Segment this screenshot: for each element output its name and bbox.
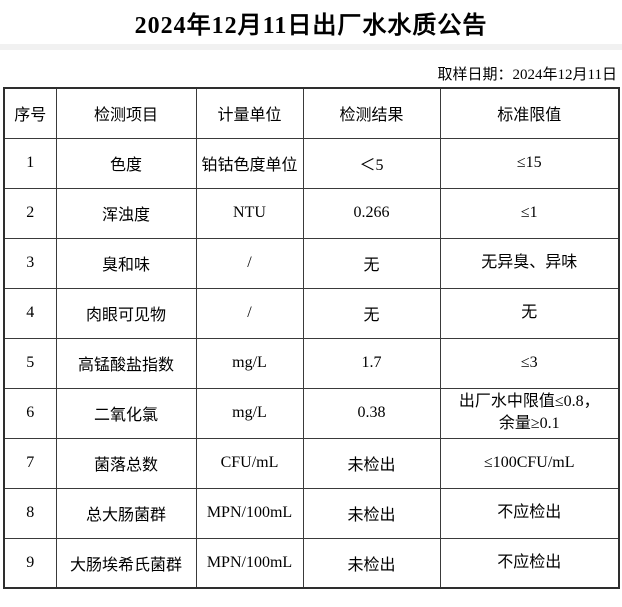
cell-unit: MPN/100mL	[195, 537, 304, 589]
cell-unit: 铂钴色度单位	[195, 137, 304, 189]
cell-limit: ≤15	[439, 137, 620, 189]
col-header-item: 检测项目	[55, 87, 197, 139]
cell-unit: /	[195, 237, 304, 289]
col-header-unit: 计量单位	[195, 87, 304, 139]
cell-index: 2	[3, 187, 57, 239]
cell-limit: 出厂水中限值≤0.8， 余量≥0.1	[439, 387, 620, 439]
cell-item: 大肠埃希氏菌群	[55, 537, 197, 589]
col-header-result: 检测结果	[302, 87, 441, 139]
cell-limit: ≤1	[439, 187, 620, 239]
col-header-index: 序号	[3, 87, 57, 139]
cell-unit: /	[195, 287, 304, 339]
cell-index: 8	[3, 487, 57, 539]
title-band: 2024年12月11日出厂水水质公告	[0, 0, 622, 44]
cell-unit: CFU/mL	[195, 437, 304, 489]
cell-unit: mg/L	[195, 337, 304, 389]
table-row: 8 总大肠菌群 MPN/100mL 未检出 不应检出	[3, 487, 620, 539]
cell-index: 4	[3, 287, 57, 339]
cell-limit: ≤100CFU/mL	[439, 437, 620, 489]
cell-limit: 不应检出	[439, 537, 620, 589]
page-title: 2024年12月11日出厂水水质公告	[134, 12, 488, 39]
cell-index: 9	[3, 537, 57, 589]
table-header-row: 序号 检测项目 计量单位 检测结果 标准限值	[3, 87, 620, 139]
cell-item: 肉眼可见物	[55, 287, 197, 339]
cell-result: 未检出	[302, 487, 441, 539]
sampling-date: 取样日期：2024年12月11日	[437, 67, 617, 83]
cell-unit: MPN/100mL	[195, 487, 304, 539]
cell-result: ＜5	[302, 137, 441, 189]
cell-result: 无	[302, 287, 441, 339]
cell-item: 总大肠菌群	[55, 487, 197, 539]
table-row: 1 色度 铂钴色度单位 ＜5 ≤15	[3, 137, 620, 189]
cell-index: 5	[3, 337, 57, 389]
cell-result: 1.7	[302, 337, 441, 389]
cell-item: 浑浊度	[55, 187, 197, 239]
divider-strip	[0, 44, 622, 50]
cell-item: 臭和味	[55, 237, 197, 289]
cell-limit: 无	[439, 287, 620, 339]
cell-index: 1	[3, 137, 57, 189]
table-row: 4 肉眼可见物 / 无 无	[3, 287, 620, 339]
cell-unit: NTU	[195, 187, 304, 239]
cell-index: 6	[3, 387, 57, 439]
cell-result: 无	[302, 237, 441, 289]
cell-index: 3	[3, 237, 57, 289]
cell-limit: 无异臭、异味	[439, 237, 620, 289]
table-row: 3 臭和味 / 无 无异臭、异味	[3, 237, 620, 289]
table-row: 9 大肠埃希氏菌群 MPN/100mL 未检出 不应检出	[3, 537, 620, 589]
table-row: 6 二氧化氯 mg/L 0.38 出厂水中限值≤0.8， 余量≥0.1	[3, 387, 620, 439]
cell-index: 7	[3, 437, 57, 489]
cell-item: 高锰酸盐指数	[55, 337, 197, 389]
cell-result: 0.266	[302, 187, 441, 239]
table-row: 7 菌落总数 CFU/mL 未检出 ≤100CFU/mL	[3, 437, 620, 489]
table-row: 5 高锰酸盐指数 mg/L 1.7 ≤3	[3, 337, 620, 389]
cell-limit: 不应检出	[439, 487, 620, 539]
cell-item: 菌落总数	[55, 437, 197, 489]
cell-limit: ≤3	[439, 337, 620, 389]
cell-result: 未检出	[302, 537, 441, 589]
cell-result: 未检出	[302, 437, 441, 489]
cell-item: 色度	[55, 137, 197, 189]
cell-item: 二氧化氯	[55, 387, 197, 439]
cell-unit: mg/L	[195, 387, 304, 439]
sampling-date-row: 取样日期：2024年12月11日	[0, 50, 622, 87]
water-quality-table: 序号 检测项目 计量单位 检测结果 标准限值 1 色度 铂钴色度单位 ＜5 ≤1…	[3, 87, 620, 589]
cell-result: 0.38	[302, 387, 441, 439]
table-row: 2 浑浊度 NTU 0.266 ≤1	[3, 187, 620, 239]
col-header-limit: 标准限值	[439, 87, 620, 139]
